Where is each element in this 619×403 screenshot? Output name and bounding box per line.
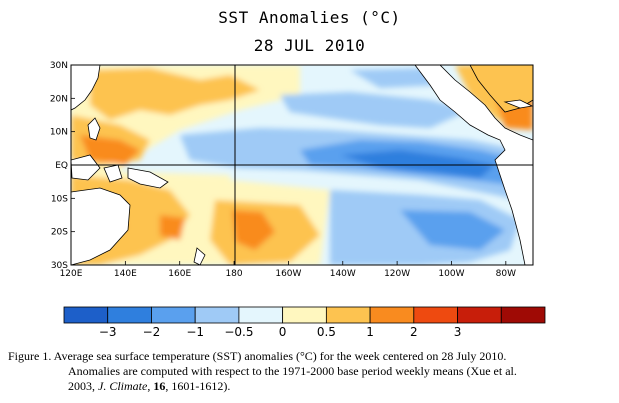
colorbar-swatch [500,306,546,324]
colorbar-label: 3 [453,325,462,339]
colorbar-label: 1 [366,325,374,339]
colorbar-swatch [238,306,284,324]
colorbar [63,306,546,324]
longitude-labels: 120E 140E 160E 180 160W 140W 120W 100W 80W [60,261,516,279]
colorbar-swatch [325,306,371,324]
lon-label: 180 [225,269,242,279]
lon-label: 140E [114,269,137,279]
lon-label: 120E [60,269,83,279]
colorbar-label: 0.5 [316,325,336,339]
map-date: 28 JUL 2010 [253,36,366,55]
lat-label: 30N [50,61,68,71]
lon-label: 80W [496,269,516,279]
lon-label: 120W [384,269,410,279]
lat-label: 30S [51,261,68,271]
caption-journal: J. Climate [98,379,148,393]
lat-label: 10S [51,194,68,204]
colorbar-label: 0 [278,325,287,339]
caption-line-3-pre: 2003, [68,379,95,393]
lat-label: 20N [50,94,68,104]
latitude-labels: 30N 20N 10N EQ 10S 20S 30S [50,61,75,271]
colorbar-label: −3 [98,325,117,339]
colorbar-label: 2 [409,325,418,339]
colorbar-swatch [151,306,196,324]
figure-caption: Figure 1. Average sea surface temperatur… [8,349,517,393]
caption-line-3-post: , 1601-1612). [165,379,231,393]
caption-volume: 16 [153,379,166,393]
map-title: SST Anomalies (°C) [218,8,401,27]
caption-line-2: Anomalies are computed with respect to t… [68,364,517,378]
lat-label: EQ [55,161,68,171]
colorbar-label: −0.5 [224,325,254,339]
lat-label: 20S [51,228,68,238]
colorbar-swatch [369,306,415,324]
lon-label: 160W [275,269,301,279]
lon-label: 160E [168,269,191,279]
lon-label: 100W [438,269,464,279]
colorbar-swatch [194,306,240,324]
colorbar-swatch [107,306,152,324]
colorbar-swatch [413,306,458,324]
colorbar-swatch [282,306,327,324]
colorbar-swatch [457,306,502,324]
colorbar-label: −1 [186,325,205,339]
colorbar-label: −2 [142,325,161,339]
colorbar-swatch [63,306,109,324]
lon-label: 140W [330,269,356,279]
lat-label: 10N [50,128,68,138]
caption-line-1: Figure 1. Average sea surface temperatur… [8,349,507,363]
